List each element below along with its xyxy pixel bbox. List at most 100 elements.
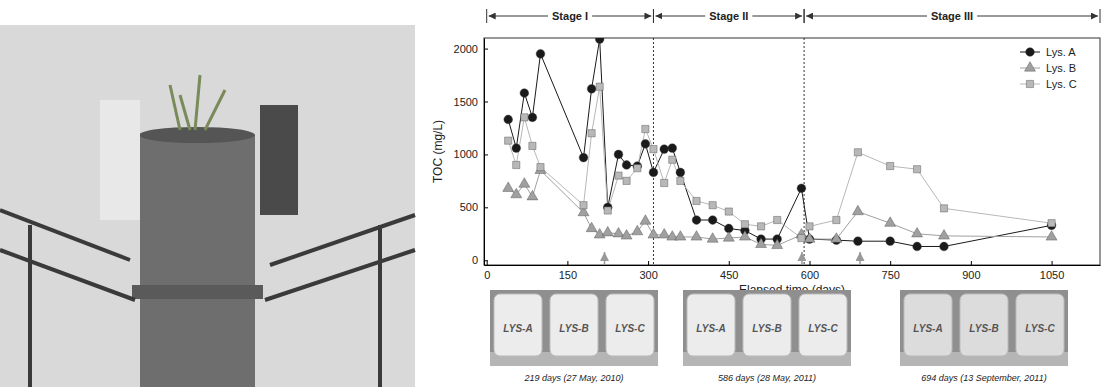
plot-area bbox=[503, 38, 1057, 251]
data-point bbox=[806, 223, 813, 230]
tube-photo bbox=[683, 290, 851, 366]
y-tick: 500 bbox=[460, 201, 488, 213]
stage-bound bbox=[653, 9, 654, 23]
x-tick-mark bbox=[729, 261, 730, 265]
legend-label: Lys. A bbox=[1046, 46, 1076, 58]
y-tick-label: 1500 bbox=[454, 96, 478, 108]
data-point bbox=[939, 230, 950, 239]
photo-caption: 586 days (28 May, 2011) bbox=[718, 373, 816, 383]
data-point bbox=[886, 237, 895, 246]
x-tick-mark bbox=[890, 261, 891, 265]
tube bbox=[606, 294, 654, 356]
data-point bbox=[675, 231, 686, 240]
data-point bbox=[798, 234, 805, 241]
stage-label-bg bbox=[705, 8, 752, 23]
stage-label: Stage II bbox=[709, 10, 748, 22]
data-point bbox=[587, 84, 596, 93]
data-point bbox=[596, 83, 603, 90]
data-point bbox=[613, 227, 624, 236]
tube bbox=[1016, 294, 1064, 356]
photo-railing bbox=[0, 210, 415, 387]
data-point bbox=[797, 184, 806, 193]
data-point bbox=[691, 231, 702, 240]
data-point bbox=[854, 149, 861, 156]
data-point bbox=[804, 233, 815, 242]
x-tick: 450 bbox=[720, 261, 738, 281]
photo-tower bbox=[140, 135, 255, 387]
data-point bbox=[774, 216, 781, 223]
y-tick-mark bbox=[484, 154, 488, 155]
photo-plants bbox=[170, 75, 225, 130]
data-point bbox=[756, 238, 767, 247]
tube-label: LYS-A bbox=[503, 323, 532, 334]
x-tick-mark bbox=[809, 261, 810, 265]
data-point bbox=[854, 237, 863, 246]
y-tick-label: 500 bbox=[460, 201, 478, 213]
data-point bbox=[512, 144, 521, 153]
x-tick-label: 0 bbox=[484, 269, 490, 281]
x-tick: 600 bbox=[801, 261, 819, 281]
y-tick-mark bbox=[484, 207, 488, 208]
data-point bbox=[604, 207, 611, 214]
data-point bbox=[661, 179, 668, 186]
photo-sky bbox=[0, 25, 415, 387]
photo-caption: 219 days (27 May, 2010) bbox=[524, 373, 624, 383]
x-tick-label: 1050 bbox=[1040, 269, 1064, 281]
x-tick: 900 bbox=[962, 261, 980, 281]
data-point bbox=[772, 239, 783, 248]
tube-label: LYS-C bbox=[808, 323, 838, 334]
data-point bbox=[527, 190, 538, 199]
tube-photo bbox=[490, 290, 658, 366]
data-point bbox=[912, 227, 923, 236]
legend: Lys. ALys. BLys. C bbox=[1020, 46, 1077, 90]
y-tick: 2000 bbox=[454, 43, 488, 55]
x-tick-mark bbox=[1052, 261, 1053, 265]
data-point bbox=[725, 208, 732, 215]
data-point bbox=[887, 162, 894, 169]
x-tick-mark bbox=[567, 261, 568, 265]
tube-label: LYS-B bbox=[752, 323, 781, 334]
data-point bbox=[940, 242, 949, 251]
x-tick-mark bbox=[648, 261, 649, 265]
tube-label: LYS-B bbox=[559, 323, 588, 334]
data-point bbox=[594, 229, 605, 238]
figure: 015030045060075090010500500100015002000E… bbox=[0, 0, 1113, 387]
data-point bbox=[757, 223, 764, 230]
data-point bbox=[511, 188, 522, 197]
legend-marker bbox=[1026, 80, 1033, 87]
y-tick-label: 0 bbox=[472, 254, 478, 266]
data-point bbox=[831, 233, 842, 242]
tube bbox=[494, 294, 542, 356]
x-tick: 300 bbox=[639, 261, 657, 281]
data-point bbox=[614, 150, 623, 159]
data-point bbox=[623, 177, 630, 184]
photo-day-arrow bbox=[859, 252, 861, 264]
y-tick-label: 2000 bbox=[454, 43, 478, 55]
x-tick: 1050 bbox=[1040, 261, 1064, 281]
legend-label: Lys. C bbox=[1046, 78, 1077, 90]
tube-label: LYS-B bbox=[969, 323, 998, 334]
x-tick-mark bbox=[487, 261, 488, 265]
data-point bbox=[668, 144, 677, 153]
data-point bbox=[660, 145, 669, 154]
photo-tower-ring bbox=[132, 285, 263, 299]
data-point bbox=[586, 222, 597, 231]
stage-divider bbox=[804, 38, 805, 265]
tube-photos: LYS-A LYS-B LYS-C 219 days (27 May, 2010) LY… bbox=[490, 252, 1068, 383]
data-point bbox=[677, 177, 684, 184]
series-line bbox=[508, 87, 1051, 238]
data-point bbox=[513, 161, 520, 168]
y-tick-mark bbox=[484, 49, 488, 50]
data-point bbox=[504, 115, 513, 124]
data-point bbox=[648, 229, 659, 238]
x-tick-label: 750 bbox=[882, 269, 900, 281]
stage-bound bbox=[804, 9, 805, 23]
stages: Stage IStage IIStage III bbox=[487, 8, 1100, 265]
x-axis-line bbox=[485, 265, 1101, 266]
tube bbox=[550, 294, 598, 356]
x-tick-label: 300 bbox=[639, 269, 657, 281]
y-axis-title: TOC (mg/L) bbox=[431, 120, 445, 183]
plot-frame bbox=[484, 38, 1100, 265]
data-point bbox=[708, 216, 717, 225]
data-point bbox=[521, 114, 528, 121]
